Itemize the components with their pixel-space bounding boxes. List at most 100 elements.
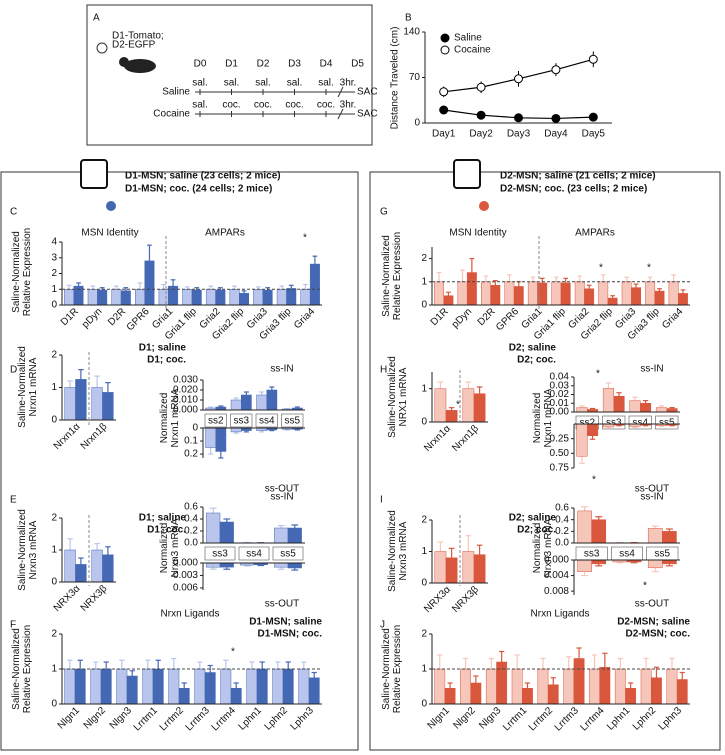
bar (206, 562, 221, 568)
bar (537, 668, 549, 705)
group-saline: D1-MSN; saline (23 cells; 2 mice) (125, 171, 281, 182)
bar (287, 527, 302, 544)
legend-label: D2; saline (509, 513, 557, 524)
legend-label: D2; coc. (517, 355, 556, 366)
y-tick-label: 0.75 (550, 463, 570, 474)
bar (470, 682, 482, 705)
day-label: D5 (351, 59, 364, 70)
bar (640, 668, 652, 705)
panel-letter: I (380, 495, 383, 506)
event: sal. (192, 78, 208, 89)
annotation: AMPARs (205, 228, 245, 239)
y-tick-label: 0.2 (555, 526, 569, 537)
bar (64, 387, 76, 421)
bar (266, 389, 278, 411)
x-tick-label: Nrxn1α (52, 421, 83, 452)
y-tick-label: 0.003 (173, 570, 198, 581)
y-tick-label: 0.008 (544, 586, 569, 597)
x-tick-label: Nrxn1α (422, 423, 453, 454)
bar (466, 272, 477, 306)
bar (219, 521, 234, 544)
x-tick-label: Nlgn3 (477, 705, 504, 732)
y-tick-label: 0 (51, 577, 57, 588)
y-axis-label: Relative Expression (392, 232, 403, 320)
bar (87, 289, 98, 306)
d1-frame (0, 171, 359, 751)
x-tick-label: Nlgn2 (82, 705, 109, 732)
y-tick-label: 2 (421, 515, 427, 526)
y-tick-label: 0.000 (544, 555, 569, 566)
category-box (204, 413, 227, 428)
point (588, 112, 598, 122)
x-tick-label: Nrxn1β (450, 423, 481, 454)
y-axis-label: Nrxn3 mRNA (398, 521, 409, 580)
bar (256, 668, 268, 705)
d2-frame (369, 171, 721, 751)
x-tick-label: Lphn2 (263, 705, 291, 733)
legend-label: D2; coc. (517, 525, 556, 536)
x-tick-label: Lphn1 (237, 705, 265, 733)
category-box (602, 415, 626, 430)
annotation: ss-OUT (635, 599, 669, 610)
bar (647, 528, 663, 544)
x-tick-label: Lrrtm3 (184, 705, 213, 734)
y-tick-label: 0.02 (550, 389, 570, 400)
point (476, 110, 486, 120)
bar (256, 394, 267, 411)
y-axis-label: Saline-Normalized (381, 235, 392, 317)
y-tick-label: 70 (409, 72, 421, 83)
bar (220, 668, 232, 705)
bar (587, 423, 599, 436)
y-axis-label: Nrxn1 mRNA (543, 388, 554, 447)
x-tick-label: ss3 (212, 549, 228, 560)
bar (158, 289, 169, 306)
bar (443, 295, 454, 306)
bar (241, 394, 252, 411)
bar (511, 668, 523, 705)
y-axis-label: Saline-Normalized (387, 356, 398, 438)
bar (100, 668, 112, 705)
y-tick-label: 0.010 (173, 395, 198, 406)
bar (490, 285, 501, 306)
x-tick-label: Day4 (544, 129, 568, 140)
bar (462, 388, 475, 423)
bar (178, 688, 190, 705)
bar (144, 260, 155, 306)
bar (276, 289, 287, 306)
y-tick-label: 0.4 (555, 514, 569, 525)
bar (631, 287, 641, 306)
bar (678, 293, 688, 306)
bar (445, 410, 458, 423)
bar (97, 289, 108, 306)
x-tick-label: Gria4 (292, 306, 317, 331)
y-axis-label: Nrxn1 mRNA (170, 388, 181, 447)
bar (64, 289, 75, 306)
bar (191, 289, 202, 306)
bar (230, 399, 242, 411)
x-tick-label: ss5 (284, 416, 300, 427)
bar (205, 427, 217, 448)
row-label: Cocaine (153, 109, 190, 120)
x-tick-label: Lphn3 (657, 705, 685, 733)
bar (445, 557, 458, 584)
y-axis-label: Relative Expression (392, 625, 403, 713)
group-cocaine: D1-MSN; coc. (24 cells; 2 mice) (125, 184, 272, 195)
y-axis-label: Normalized (532, 393, 543, 444)
bar (598, 281, 609, 306)
y-tick-label: 0.006 (173, 583, 198, 594)
bar (444, 688, 456, 705)
y-tick-label: 0.2 (184, 526, 198, 537)
y-tick-label: 0 (51, 300, 57, 311)
x-tick-label: ss4 (619, 549, 635, 560)
bar (589, 668, 600, 705)
bar (584, 288, 595, 306)
point (551, 113, 561, 123)
panel-letter: A (93, 13, 100, 24)
event: coc. (254, 100, 272, 111)
bar (522, 688, 533, 705)
bar (239, 292, 249, 306)
legend-label: Cocaine (454, 45, 491, 56)
bar (577, 510, 592, 544)
annotation: * (303, 233, 307, 244)
x-tick-label: ss3 (233, 416, 249, 427)
